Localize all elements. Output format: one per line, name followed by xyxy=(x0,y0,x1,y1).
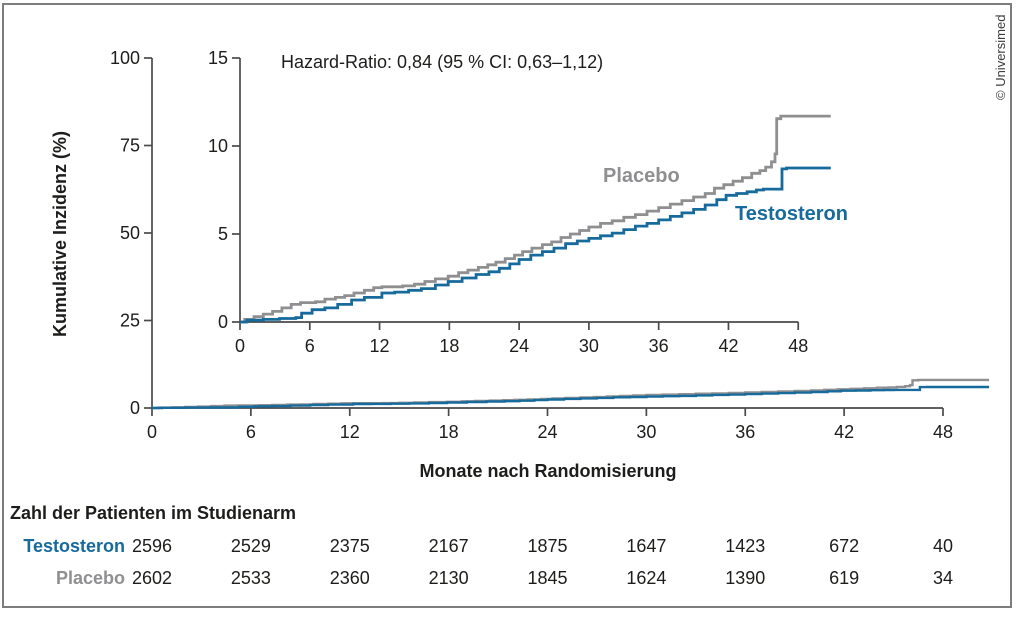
at-risk-value: 1647 xyxy=(626,536,667,556)
main-y-tick-label: 0 xyxy=(130,398,140,418)
main-y-tick-label: 25 xyxy=(120,311,140,331)
at-risk-row-placebo: Placebo 2602 2533 2360 2130 1845 1624 1390 619 34 xyxy=(0,568,1024,590)
main-curve-testosteron xyxy=(152,385,990,410)
at-risk-value: 1875 xyxy=(527,536,568,556)
main-x-tick-label: 48 xyxy=(933,422,953,442)
inset-y-tick-label: 10 xyxy=(208,136,228,156)
at-risk-row-label: Testosteron xyxy=(23,536,125,556)
at-risk-value: 1390 xyxy=(725,568,766,588)
inset-x-tick-label: 42 xyxy=(718,336,738,356)
at-risk-value: 2596 xyxy=(131,536,173,556)
main-x-tick-label: 24 xyxy=(537,422,557,442)
at-risk-value: 619 xyxy=(829,568,860,588)
inset-curve-testosteron xyxy=(240,166,831,324)
inset-y-tick-label: 15 xyxy=(208,48,228,68)
y-axis-title: Kumulative Inzidenz (%) xyxy=(50,131,70,338)
inset-y-tick-label: 0 xyxy=(218,312,228,332)
main-x-tick-label: 12 xyxy=(340,422,360,442)
at-risk-title: Zahl der Patienten im Studienarm xyxy=(10,503,297,523)
at-risk-value: 2360 xyxy=(329,568,370,588)
series-label-placebo: Placebo xyxy=(603,165,680,187)
at-risk-value: 2529 xyxy=(230,536,271,556)
at-risk-value: 40 xyxy=(932,536,953,556)
at-risk-value: 2602 xyxy=(131,568,173,588)
at-risk-value: 1845 xyxy=(527,568,568,588)
inset-x-tick-label: 12 xyxy=(370,336,390,356)
series-label-testosteron: Testosteron xyxy=(735,203,848,225)
main-x-tick-label: 42 xyxy=(834,422,854,442)
hazard-ratio-annotation: Hazard-Ratio: 0,84 (95 % CI: 0,63–1,12) xyxy=(281,52,604,72)
copyright: © Universimed xyxy=(993,14,1008,100)
at-risk-value: 2533 xyxy=(230,568,271,588)
inset-curve-placebo xyxy=(240,114,831,324)
at-risk-value: 2375 xyxy=(329,536,370,556)
at-risk-value: 1624 xyxy=(626,568,667,588)
at-risk-value: 2167 xyxy=(428,536,469,556)
inset-x-tick-label: 30 xyxy=(579,336,599,356)
inset-x-tick-label: 24 xyxy=(509,336,529,356)
main-y-tick-label: 100 xyxy=(110,48,140,68)
at-risk-row-label: Placebo xyxy=(55,568,125,588)
inset-x-tick-label: 6 xyxy=(305,336,315,356)
main-curve-placebo xyxy=(152,378,990,410)
main-x-tick-label: 0 xyxy=(147,422,157,442)
x-axis-title: Monate nach Randomisierung xyxy=(419,461,677,481)
main-x-tick-label: 6 xyxy=(246,422,256,442)
at-risk-value: 2130 xyxy=(428,568,469,588)
inset-y-tick-label: 5 xyxy=(218,224,228,244)
main-x-tick-label: 36 xyxy=(735,422,755,442)
main-y-tick-label: 75 xyxy=(120,136,140,156)
at-risk-value: 672 xyxy=(829,536,860,556)
main-x-tick-label: 30 xyxy=(636,422,656,442)
main-x-tick-label: 18 xyxy=(439,422,459,442)
inset-x-tick-label: 48 xyxy=(788,336,808,356)
inset-x-tick-label: 0 xyxy=(235,336,245,356)
main-y-tick-label: 50 xyxy=(120,223,140,243)
inset-x-tick-label: 18 xyxy=(439,336,459,356)
at-risk-row-testosteron: Testosteron 2596 2529 2375 2167 1875 1647 1423 6… xyxy=(0,536,1024,558)
at-risk-value: 1423 xyxy=(725,536,766,556)
inset-x-tick-label: 36 xyxy=(649,336,669,356)
at-risk-value: 34 xyxy=(932,568,953,588)
